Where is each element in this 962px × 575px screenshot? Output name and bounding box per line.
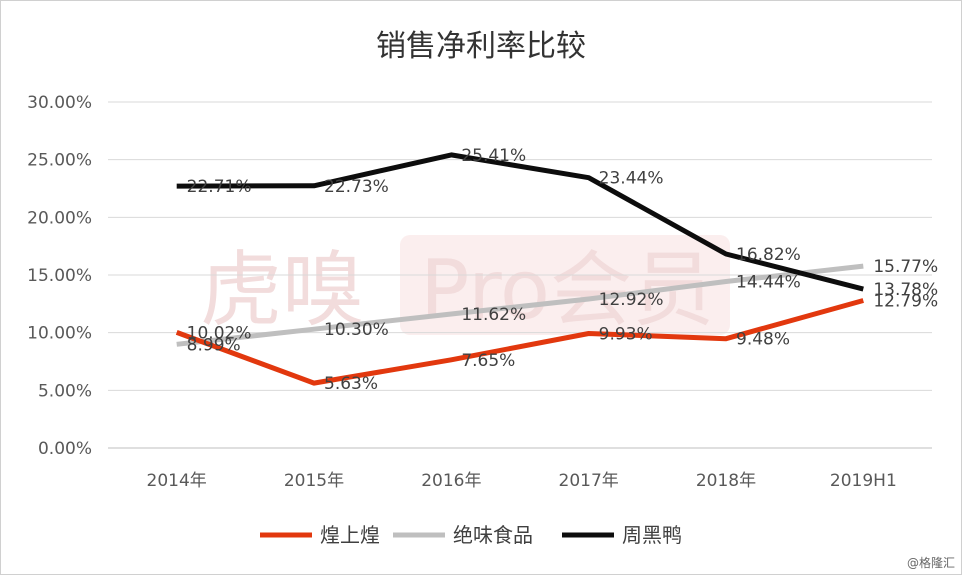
- x-tick-label: 2016年: [421, 471, 481, 491]
- data-label: 7.65%: [461, 351, 515, 371]
- x-tick-label: 2014年: [147, 471, 207, 491]
- data-label: 11.62%: [461, 305, 526, 325]
- chart-title: 销售净利率比较: [376, 29, 586, 64]
- x-tick-label: 2019H1: [830, 471, 897, 491]
- data-label: 16.82%: [736, 245, 801, 265]
- x-tick-label: 2015年: [284, 471, 344, 491]
- data-label: 13.78%: [873, 280, 938, 300]
- legend: 煌上煌 绝味食品 周黑鸭: [260, 523, 682, 547]
- y-axis-ticks: 0.00% 5.00% 10.00% 15.00% 20.00% 25.00% 30.00%: [27, 93, 92, 459]
- legend-label: 周黑鸭: [622, 523, 682, 547]
- y-tick-label: 20.00%: [27, 208, 92, 228]
- y-tick-label: 5.00%: [38, 381, 92, 401]
- data-label: 5.63%: [324, 374, 378, 394]
- data-label: 10.02%: [187, 323, 252, 343]
- data-label: 12.79%: [873, 291, 938, 311]
- data-label: 25.41%: [461, 146, 526, 166]
- data-label: 22.71%: [187, 177, 252, 197]
- data-label: 15.77%: [873, 257, 938, 277]
- x-axis-ticks: 2014年 2015年 2016年 2017年 2018年 2019H1: [147, 471, 897, 491]
- data-label: 23.44%: [599, 169, 664, 189]
- x-tick-label: 2017年: [559, 471, 619, 491]
- y-tick-label: 10.00%: [27, 324, 92, 344]
- data-label: 8.99%: [187, 335, 241, 355]
- data-label: 22.73%: [324, 177, 389, 197]
- y-tick-label: 25.00%: [27, 151, 92, 171]
- watermark-brand: 虎嗅: [200, 243, 364, 338]
- data-labels: 10.02% 5.63% 7.65% 9.93% 9.48% 12.79% 8.99% 10.…: [187, 146, 938, 394]
- series-line-1: [176, 263, 864, 347]
- y-tick-label: 0.00%: [38, 439, 92, 459]
- data-label: 10.30%: [324, 320, 389, 340]
- legend-label: 绝味食品: [453, 523, 533, 547]
- data-label: 14.44%: [736, 272, 801, 292]
- data-label: 9.48%: [736, 330, 790, 350]
- data-label: 12.92%: [599, 290, 664, 310]
- x-tick-label: 2018年: [696, 471, 756, 491]
- series-line-0: [175, 298, 864, 386]
- y-tick-label: 15.00%: [27, 266, 92, 286]
- series-lines: [175, 152, 864, 386]
- y-tick-label: 30.00%: [27, 93, 92, 113]
- legend-label: 煌上煌: [320, 523, 380, 547]
- series-line-2: [176, 152, 864, 292]
- data-label: 9.93%: [599, 324, 653, 344]
- source-credit: @格隆汇: [907, 555, 955, 570]
